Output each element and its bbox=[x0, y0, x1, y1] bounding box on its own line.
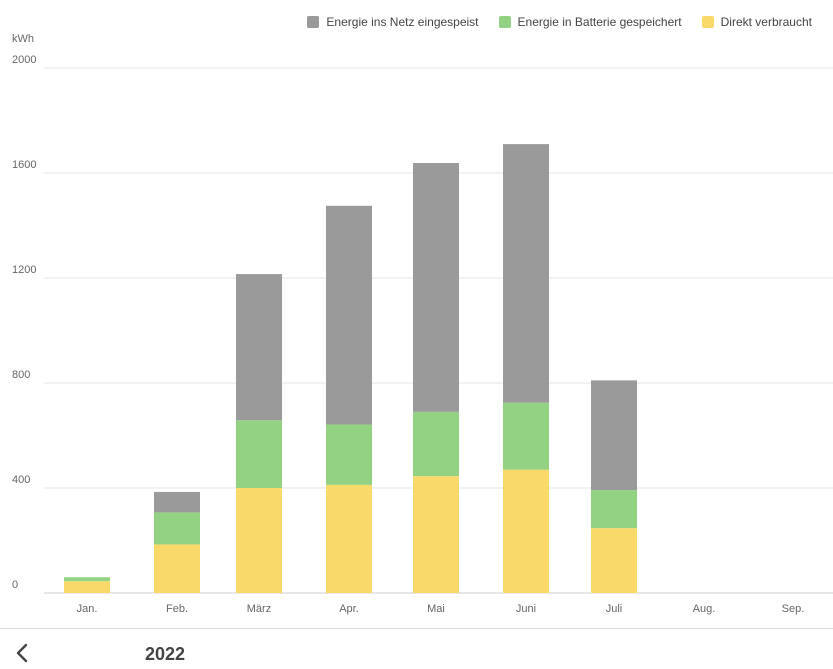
bar-7-series-2 bbox=[591, 490, 637, 529]
bar-7-series-1 bbox=[591, 528, 637, 593]
bar-5-series-2 bbox=[413, 411, 459, 477]
y-tick-label-400: 400 bbox=[12, 474, 30, 486]
legend-item-direkt[interactable]: Direkt verbraucht bbox=[701, 15, 812, 29]
bar-2-series-3 bbox=[154, 491, 200, 513]
x-tick-label-4: Apr. bbox=[339, 603, 359, 615]
y-tick-label-2000: 2000 bbox=[12, 54, 36, 66]
x-tick-label-9: Sep. bbox=[782, 603, 805, 615]
legend-swatch-batterie bbox=[498, 16, 511, 28]
chevron-left-icon[interactable] bbox=[12, 642, 34, 664]
x-tick-label-7: Juli bbox=[606, 603, 623, 615]
legend-label-netz: Energie ins Netz eingespeist bbox=[326, 15, 479, 29]
legend-label-batterie: Energie in Batterie gespeichert bbox=[517, 15, 682, 29]
y-tick-label-1200: 1200 bbox=[12, 264, 36, 276]
bar-3-series-3 bbox=[236, 274, 282, 421]
bar-1-series-2 bbox=[64, 577, 110, 582]
bar-5-series-3 bbox=[413, 163, 459, 412]
bar-5-series-1 bbox=[413, 476, 459, 593]
bar-2-series-1 bbox=[154, 544, 200, 593]
bar-6-series-3 bbox=[503, 144, 549, 403]
bar-2-series-2 bbox=[154, 512, 200, 545]
bar-3-series-2 bbox=[236, 420, 282, 488]
bar-4-series-3 bbox=[326, 205, 372, 425]
period-footer: 2022 bbox=[0, 628, 833, 664]
bar-4-series-2 bbox=[326, 424, 372, 485]
bar-6-series-2 bbox=[503, 402, 549, 470]
y-tick-label-1600: 1600 bbox=[12, 159, 36, 171]
bar-1-series-1 bbox=[64, 581, 110, 593]
x-tick-label-2: Feb. bbox=[166, 603, 188, 615]
bar-4-series-1 bbox=[326, 484, 372, 593]
legend-item-netz[interactable]: Energie ins Netz eingespeist bbox=[307, 15, 479, 29]
legend-label-direkt: Direkt verbraucht bbox=[720, 15, 812, 29]
x-tick-label-8: Aug. bbox=[693, 603, 716, 615]
chart-legend: Energie ins Netz eingespeist Energie in … bbox=[307, 15, 812, 29]
y-tick-label-0: 0 bbox=[12, 579, 18, 591]
y-axis-unit-label: kWh bbox=[12, 33, 34, 45]
x-tick-label-1: Jan. bbox=[77, 603, 98, 615]
legend-swatch-direkt bbox=[701, 16, 714, 28]
bar-7-series-3 bbox=[591, 380, 637, 491]
bar-3-series-1 bbox=[236, 488, 282, 593]
legend-item-batterie[interactable]: Energie in Batterie gespeichert bbox=[498, 15, 682, 29]
x-tick-label-5: Mai bbox=[427, 603, 445, 615]
y-tick-label-800: 800 bbox=[12, 369, 30, 381]
x-tick-label-3: März bbox=[247, 603, 271, 615]
x-tick-label-6: Juni bbox=[516, 603, 536, 615]
bar-6-series-1 bbox=[503, 469, 549, 593]
legend-swatch-netz bbox=[307, 16, 320, 28]
stacked-bar-chart: 0 400 800 1200 1600 2000 Jan. Feb. März Apr. Mai Ju… bbox=[12, 54, 833, 615]
year-label: 2022 bbox=[145, 644, 186, 664]
